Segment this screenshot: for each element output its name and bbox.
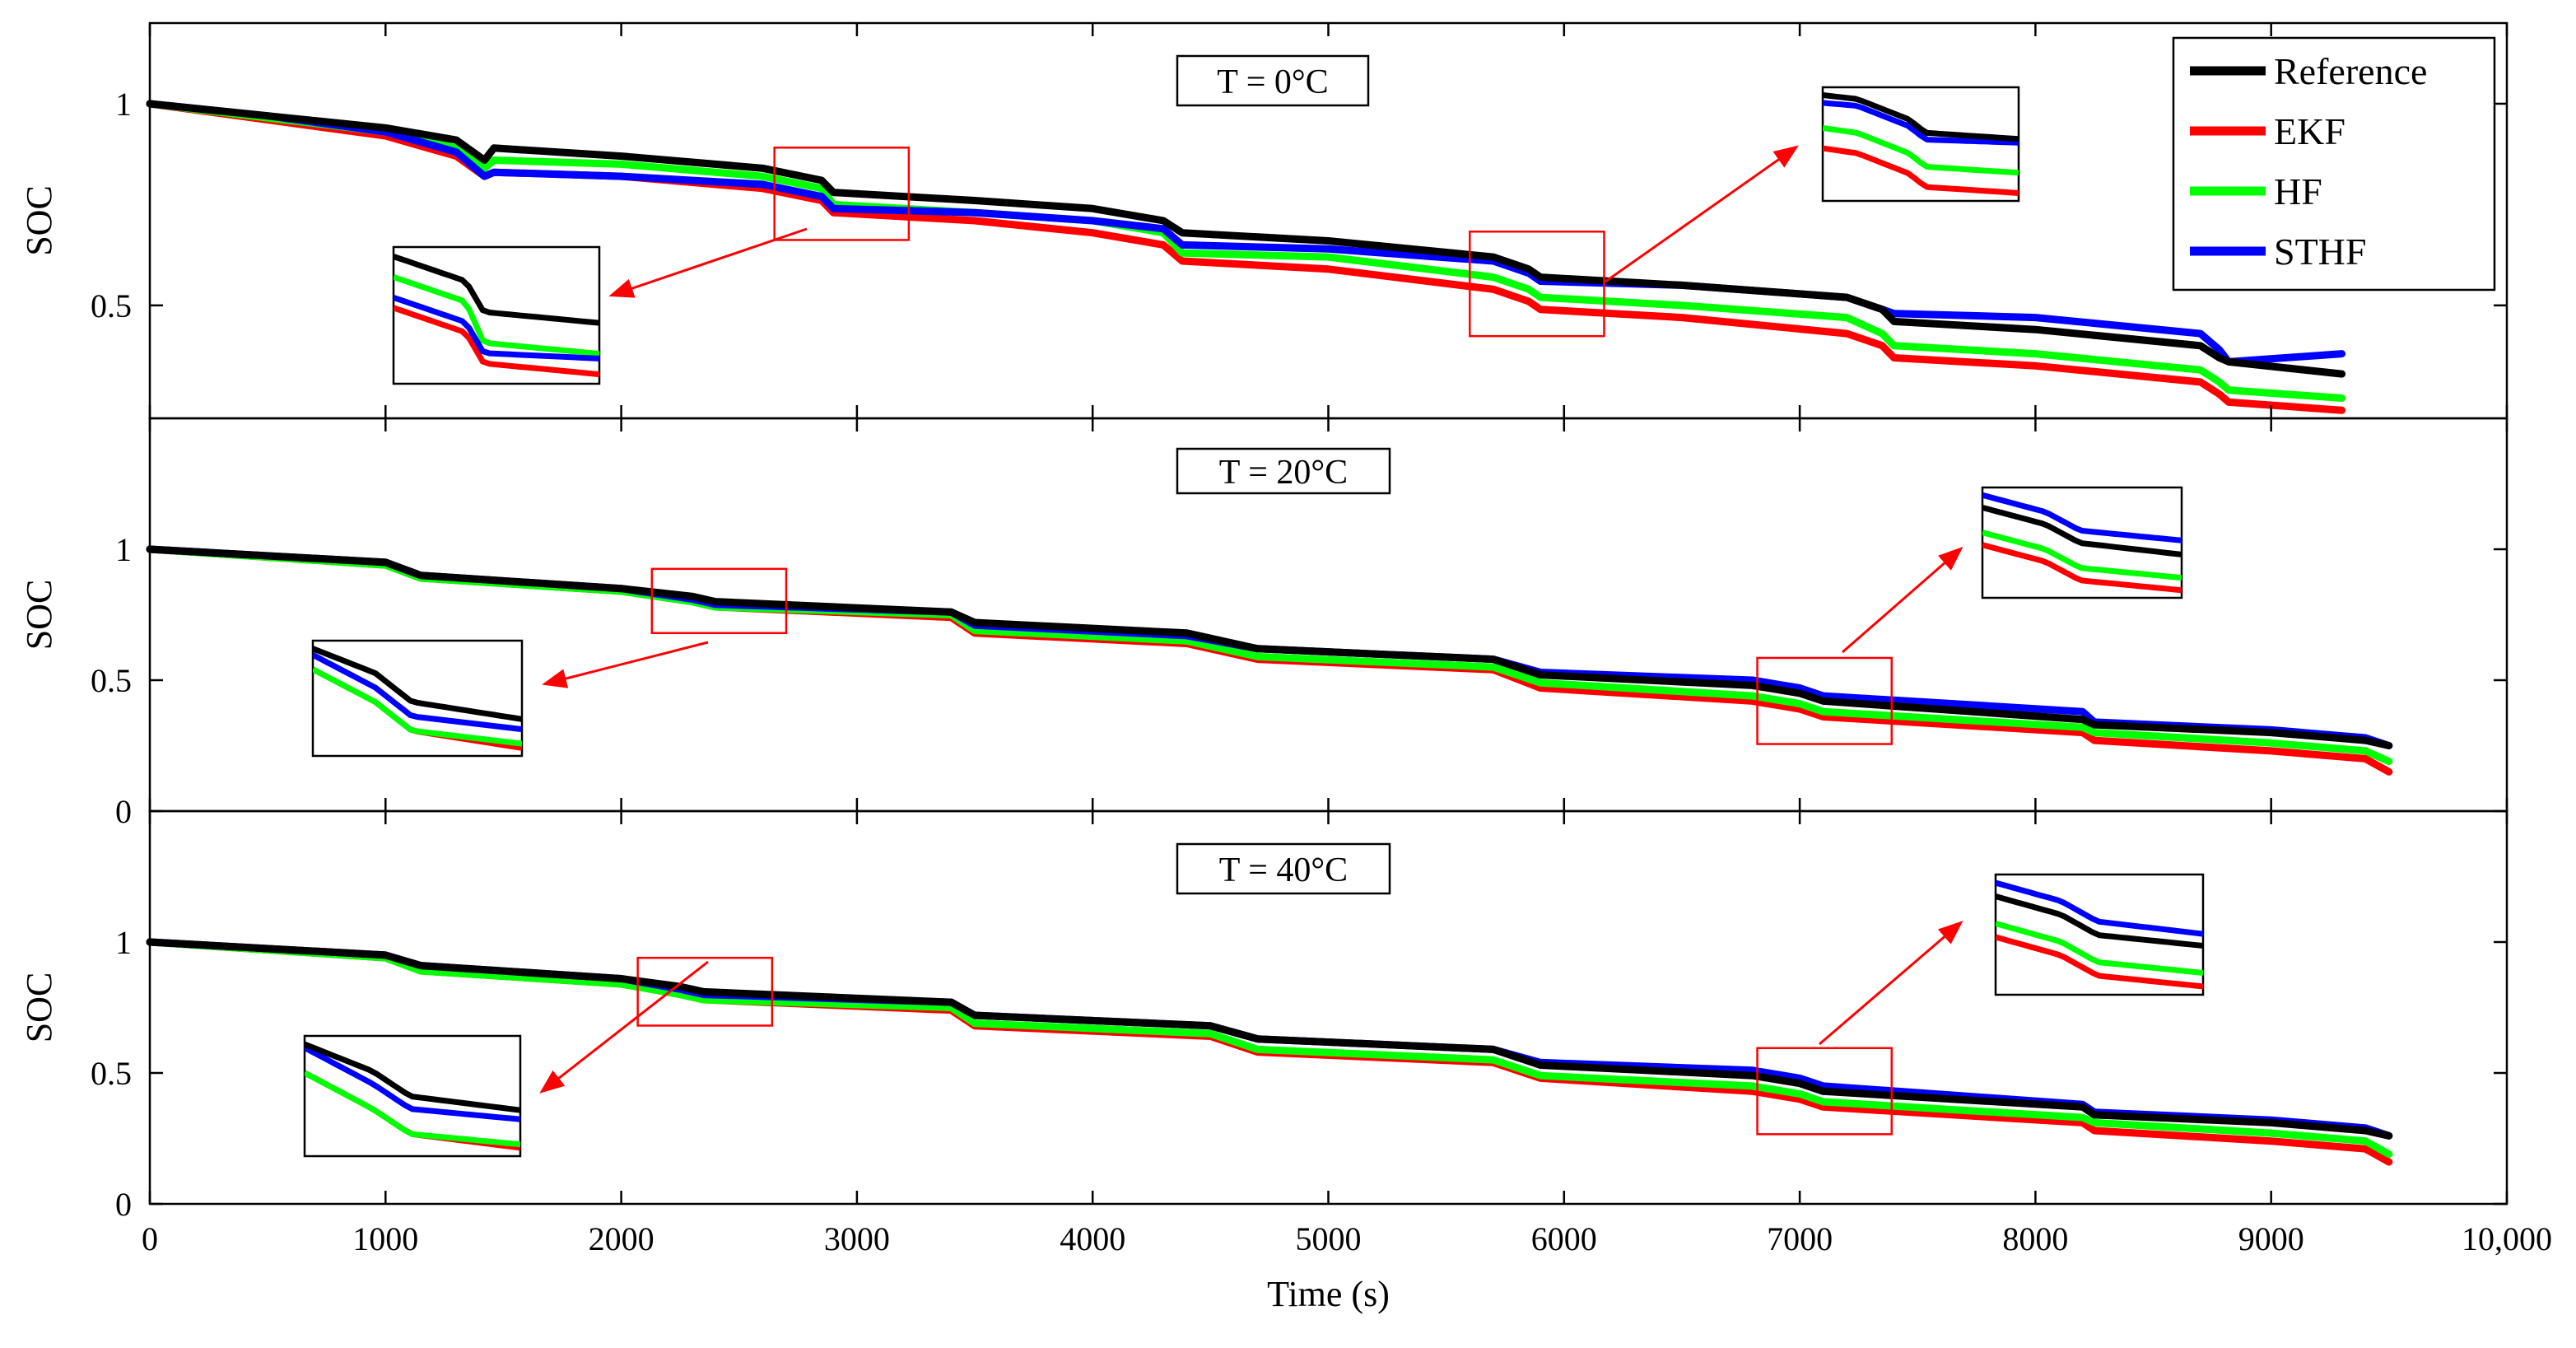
inset-series-ekf	[1982, 542, 2182, 594]
legend-label-reference: Reference	[2274, 50, 2427, 92]
series-reference	[146, 100, 2346, 378]
inset-series-hf	[305, 1070, 520, 1148]
x-tick-label: 9000	[2238, 1220, 2304, 1257]
inset-series-reference	[305, 1041, 520, 1113]
y-tick-label: 1	[115, 531, 132, 568]
y-tick-label: 1	[115, 924, 132, 961]
zoom-arrow	[1842, 547, 1963, 654]
x-axis-title: Time (s)	[1267, 1274, 1390, 1314]
x-tick-label: 1000	[352, 1220, 418, 1257]
inset-series-hf	[1996, 921, 2203, 976]
zoom-arrow	[1819, 921, 1963, 1046]
inset-series-reference	[1823, 92, 2019, 142]
series-sthf	[146, 100, 2346, 366]
x-tick-label: 4000	[1060, 1220, 1125, 1257]
x-tick-label: 5000	[1296, 1220, 1362, 1257]
temperature-label: T = 20°C	[1219, 454, 1348, 492]
x-tick-label: 10,000	[2462, 1220, 2552, 1257]
inset-series-ekf	[1823, 145, 2019, 196]
inset-series-hf	[1823, 124, 2019, 176]
panel-2: 0 0.5 1 SOC T = 20°C	[19, 417, 2508, 830]
legend-label-ekf: EKF	[2274, 110, 2345, 152]
y-tick-label: 0.5	[91, 287, 132, 324]
zoom-region-box	[773, 147, 911, 241]
x-tick-label: 8000	[2002, 1220, 2068, 1257]
legend-label-hf: HF	[2274, 170, 2322, 212]
inset-series-sthf	[1982, 492, 2182, 543]
zoom-inset	[1994, 873, 2205, 996]
zoom-arrow	[1605, 145, 1799, 283]
inset-series-sthf	[313, 652, 522, 733]
zoom-inset	[311, 639, 524, 758]
series-reference	[146, 938, 2393, 1140]
panel-1: 0.5 1 SOC T = 0°C	[19, 21, 2508, 420]
temperature-label-box	[1176, 54, 1370, 107]
inset-series-hf	[394, 274, 599, 357]
y-tick-label: 1	[115, 86, 132, 123]
zoom-arrow	[608, 227, 808, 298]
zoom-inset	[1981, 486, 2183, 599]
x-tick-label: 6000	[1531, 1220, 1597, 1257]
inset-series-reference	[394, 254, 599, 326]
panel-3-series	[146, 938, 2393, 1166]
inset-series-sthf	[394, 295, 599, 361]
zoom-inset	[303, 1034, 522, 1158]
inset-series-sthf	[305, 1045, 520, 1122]
legend-label-sthf: STHF	[2274, 231, 2366, 273]
zoom-region-box	[1756, 1047, 1894, 1136]
inset-series-sthf	[1823, 100, 2019, 146]
zoom-region-box	[650, 567, 788, 635]
series-hf	[146, 938, 2393, 1159]
x-tick-label: 2000	[589, 1220, 654, 1257]
zoom-region-box	[1756, 656, 1894, 745]
inset-series-reference	[313, 646, 522, 722]
temperature-label-box	[1176, 842, 1391, 895]
temperature-label: T = 40°C	[1219, 851, 1348, 889]
zoom-region-box	[1469, 231, 1605, 338]
inset-series-ekf	[394, 305, 599, 378]
inset-series-hf	[313, 666, 522, 747]
inset-series-reference	[1982, 505, 2182, 557]
x-tick-label: 7000	[1767, 1220, 1833, 1257]
y-tick-label: 0	[115, 1186, 132, 1223]
inset-series-sthf	[1996, 879, 2203, 937]
panel-3: 0 0.5 1 SOC T = 40°C	[19, 809, 2508, 1223]
series-reference	[146, 545, 2393, 749]
zoom-arrow	[539, 960, 709, 1094]
zoom-inset	[1821, 86, 2020, 203]
y-tick-label: 0	[115, 793, 132, 830]
y-axis-title: SOC	[19, 580, 59, 651]
x-tick-label: 0	[142, 1220, 158, 1257]
y-axis-title: SOC	[19, 973, 59, 1043]
inset-series-hf	[1982, 529, 2182, 581]
inset-series-ekf	[1996, 934, 2203, 990]
zoom-region-box	[636, 956, 774, 1027]
y-tick-label: 0.5	[91, 1055, 132, 1092]
legend: Reference EKF HF STHF	[2172, 36, 2496, 292]
temperature-label: T = 0°C	[1217, 63, 1328, 101]
x-tick-label: 3000	[824, 1220, 890, 1257]
temperature-label-box	[1176, 447, 1391, 495]
inset-series-reference	[1996, 893, 2203, 949]
panel-1-series	[146, 100, 2346, 414]
y-tick-label: 0.5	[91, 662, 132, 699]
y-axis-title: SOC	[19, 185, 59, 256]
series-hf	[146, 100, 2346, 402]
panel-2-series	[146, 545, 2393, 776]
zoom-arrow	[542, 641, 709, 688]
zoom-inset	[392, 245, 601, 385]
